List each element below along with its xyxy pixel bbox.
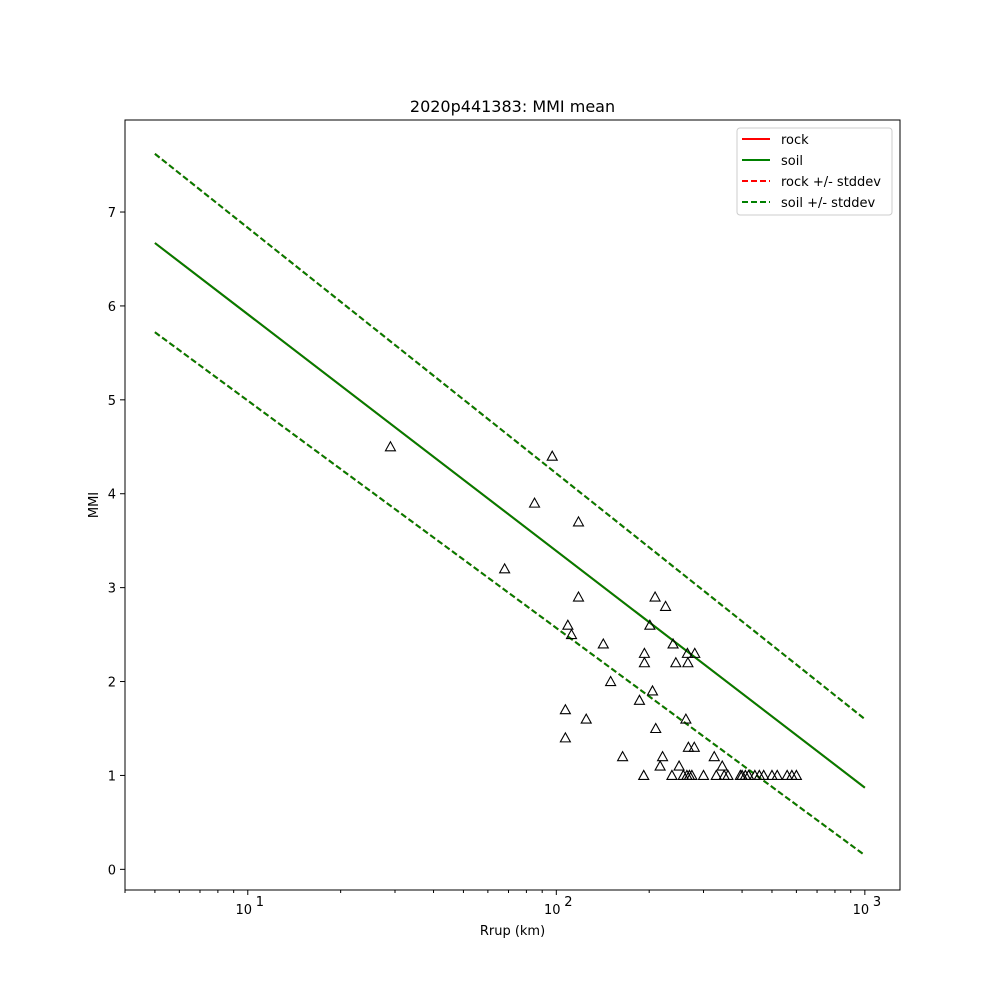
observation-marker — [665, 769, 678, 780]
series-line-soil-stddev-lower — [154, 331, 866, 857]
observation-marker — [697, 769, 710, 780]
legend-label: rock — [781, 133, 809, 148]
observation-marker — [572, 515, 585, 527]
y-tick-label: 4 — [108, 488, 116, 503]
y-axis-label: MMI — [87, 492, 102, 518]
x-tick-label-exponent: 2 — [564, 895, 572, 910]
x-tick-label: 10 — [853, 903, 870, 918]
x-tick-label: 10 — [236, 903, 253, 918]
observation-marker — [649, 722, 662, 734]
observation-marker — [681, 647, 694, 658]
observation-marker — [597, 637, 610, 649]
observation-marker — [637, 769, 650, 780]
observation-marker — [685, 769, 698, 780]
observation-marker — [659, 600, 672, 611]
y-tick-label: 6 — [108, 300, 116, 315]
chart-title: 2020p441383: MMI mean — [410, 97, 615, 116]
observation-marker — [565, 628, 578, 640]
observation-marker — [633, 694, 646, 705]
observation-marker — [710, 769, 723, 780]
observation-marker — [559, 703, 572, 715]
y-axis: 0 1 2 3 4 5 6 7 — [108, 206, 125, 878]
observation-marker — [643, 619, 656, 630]
observation-marker — [742, 769, 755, 780]
observation-marker — [638, 656, 651, 668]
observation-marker — [673, 759, 686, 771]
legend-label: rock +/- stddev — [781, 175, 881, 190]
legend-label: soil — [781, 154, 803, 169]
observation-marker — [654, 759, 667, 771]
x-tick-label-exponent: 3 — [873, 895, 881, 910]
observation-marker — [646, 684, 659, 696]
observation-marker — [656, 750, 669, 762]
observation-marker — [722, 769, 734, 780]
observation-marker — [716, 759, 729, 771]
observation-marker — [708, 750, 721, 762]
y-tick-label: 7 — [108, 206, 116, 221]
observation-marker — [604, 675, 617, 687]
legend: rock soil rock +/- stddev soil +/- stddev — [736, 127, 893, 216]
observation-marker — [384, 440, 397, 452]
y-tick-label: 0 — [108, 863, 116, 878]
x-tick-label: 10 — [544, 903, 561, 918]
y-tick-label: 3 — [108, 582, 116, 597]
y-tick-label: 5 — [108, 394, 116, 409]
legend-label: soil +/- stddev — [781, 196, 876, 211]
legend-box — [736, 127, 893, 216]
observation-marker — [681, 656, 694, 668]
observation-marker — [649, 590, 662, 602]
observation-marker — [528, 496, 541, 508]
observation-marker — [580, 712, 593, 724]
observation-marker — [688, 741, 701, 752]
observation-marker — [498, 562, 511, 574]
observation-marker — [572, 590, 585, 602]
y-tick-label: 1 — [108, 769, 116, 784]
series-line-soil-stddev-upper — [154, 153, 866, 720]
observation-marker — [757, 769, 770, 780]
observation-marker — [667, 637, 679, 649]
y-tick-label: 2 — [108, 676, 116, 691]
axes-frame — [124, 119, 901, 891]
series-line-soil — [154, 242, 866, 789]
observation-marker — [688, 647, 701, 658]
observation-marker — [679, 712, 692, 724]
observation-marker — [669, 656, 682, 668]
observation-marker — [682, 741, 695, 752]
observation-marker — [616, 750, 629, 762]
x-tick-label-exponent: 1 — [256, 895, 264, 910]
observation-marker — [546, 450, 559, 461]
observation-marker — [559, 731, 572, 743]
observation-marker — [771, 769, 784, 780]
x-axis-label: Rrup (km) — [480, 924, 545, 939]
plot-area — [154, 153, 866, 857]
observation-marker — [790, 769, 803, 780]
observation-marker — [561, 619, 574, 630]
